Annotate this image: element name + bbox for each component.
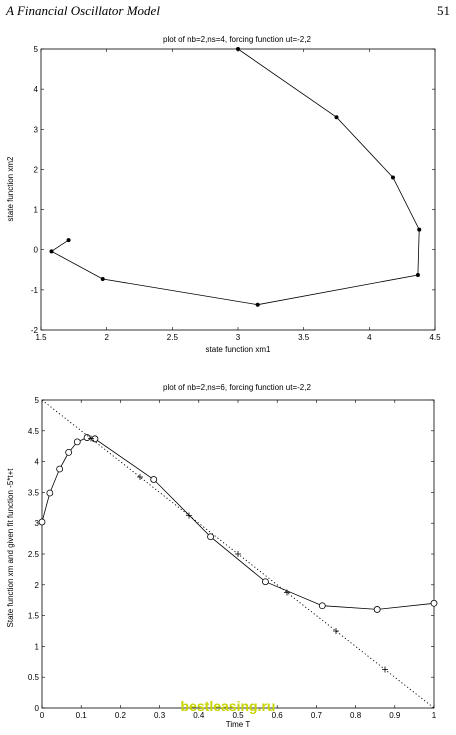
chart-1-x-ticks: 1.5 2 2.5 3 3.5 4 4.5: [35, 49, 441, 342]
chart-1-y-tick-label: 5: [34, 45, 39, 54]
chart-2-series: [38, 399, 438, 709]
chart-1-y-tick-label: 0: [34, 246, 39, 255]
chart-1-x-tick-label: 4.5: [429, 333, 441, 342]
chart-2-circle-marker: [83, 434, 91, 441]
running-title: A Financial Oscillator Model: [6, 3, 160, 18]
chart-1-plot-frame: [40, 48, 436, 331]
chart-1-y-tick-label: 4: [34, 85, 39, 94]
chart-2-circle-marker: [38, 518, 46, 526]
chart-1-y-ticks: -2 -1 0 1 2 3 4 5: [31, 45, 435, 335]
chart-1-star-marker: [66, 238, 71, 243]
chart-1-series: [49, 47, 422, 307]
chart-1-x-tick-label: 2: [104, 333, 109, 342]
chart-2-x-tick-label: 1: [432, 711, 437, 720]
page-header: A Financial Oscillator Model 51: [0, 0, 456, 22]
chart-2-x-tick-label: 0.6: [272, 711, 284, 720]
chart-2-x-ticks: 0 0.1 0.2 0.3 0.4 0.5 0.6 0.7 0.8 0.9 1: [40, 400, 437, 720]
chart-1-x-label: state function xm1: [206, 345, 271, 354]
chart-1-x-tick-label: 3.5: [298, 333, 310, 342]
page-number: 51: [437, 3, 450, 18]
chart-1-star-marker: [236, 47, 240, 51]
chart-2-plus-marker: [137, 474, 143, 480]
chart-2-plus-marker: [333, 628, 339, 634]
chart-2-circle-marker: [430, 599, 438, 607]
chart-1: plot of nb=2,ns=4, forcing function ut=-…: [6, 35, 441, 354]
chart-1-x-tick-label: 3: [236, 333, 241, 342]
chart-1-star-marker: [49, 249, 54, 254]
chart-2-circle-marker: [262, 578, 269, 586]
chart-2-y-tick-label: 0: [35, 704, 40, 713]
chart-1-star-marker: [100, 277, 105, 282]
chart-2-x-tick-label: 0.7: [311, 711, 323, 720]
chart-2-series-1-line: [41, 437, 435, 610]
chart-2-x-tick-label: 0.5: [232, 711, 244, 720]
chart-2-circle-marker: [46, 489, 54, 497]
chart-2-x-tick-label: 0.9: [389, 711, 401, 720]
chart-2-y-tick-label: 3: [35, 519, 40, 528]
watermark: bestleasing.ru: [181, 698, 276, 714]
chart-1-star-marker: [334, 115, 339, 120]
chart-2-y-tick-label: 4.5: [28, 427, 40, 436]
chart-2-y-tick-label: 5: [35, 396, 40, 405]
chart-1-y-tick-label: -2: [31, 326, 39, 335]
chart-2-y-label: State function xm and given fit function…: [6, 468, 15, 628]
chart-2-circle-marker: [373, 606, 381, 613]
chart-1-star-marker: [390, 175, 395, 180]
chart-1-series-1-line: [50, 48, 420, 306]
chart-2-x-tick-label: 0.3: [154, 711, 166, 720]
chart-2-x-tick-label: 0: [40, 711, 45, 720]
chart-2-plus-marker: [235, 551, 241, 557]
chart-2-y-ticks: 0 0.5 1 1.5 2 2.5 3 3.5 4 4.5 5: [28, 396, 434, 713]
chart-2-y-tick-label: 4: [35, 458, 40, 467]
chart-1-y-tick-label: 3: [34, 125, 39, 134]
chart-2-plus-marker: [186, 512, 192, 519]
chart-1-star-marker: [417, 227, 422, 232]
chart-1-y-tick-label: 2: [34, 165, 39, 174]
chart-2-y-tick-label: 3.5: [28, 488, 40, 497]
chart-1-title: plot of nb=2,ns=4, forcing function ut=-…: [163, 35, 311, 44]
chart-2-x-tick-label: 0.8: [350, 711, 362, 720]
chart-2-plus-marker: [382, 666, 388, 673]
chart-1-x-tick-label: 2.5: [167, 333, 179, 342]
chart-2-plus-marker: [88, 435, 94, 442]
chart-2-y-tick-label: 0.5: [28, 673, 40, 682]
chart-2-y-tick-label: 2.5: [28, 550, 40, 559]
chart-2-circle-marker: [207, 533, 214, 541]
chart-1-x-tick-label: 4: [367, 333, 372, 342]
chart-1-y-tick-label: -1: [31, 286, 39, 295]
chart-2-circle-marker: [65, 448, 73, 456]
chart-2-x-tick-label: 0.4: [193, 711, 205, 720]
chart-2-plus-marker: [284, 589, 290, 596]
chart-1-star-marker: [255, 302, 260, 307]
chart-2-y-tick-label: 1.5: [28, 612, 40, 621]
chart-2-title: plot of nb=2,ns=6, forcing function ut=-…: [163, 383, 311, 392]
chart-2-x-tick-label: 0.2: [115, 711, 127, 720]
chart-1-x-tick-label: 1.5: [35, 333, 47, 342]
chart-2-x-label: Time T: [226, 720, 251, 729]
chart-2: plot of nb=2,ns=6, forcing function ut=-…: [6, 383, 438, 729]
chart-2-circle-marker: [318, 602, 326, 610]
chart-2-x-tick-label: 0.1: [76, 711, 88, 720]
chart-2-y-tick-label: 2: [35, 581, 40, 590]
chart-1-y-label: state function xm2: [6, 156, 15, 221]
chart-1-y-tick-label: 1: [34, 206, 39, 215]
chart-1-star-marker: [415, 273, 420, 278]
chart-2-circle-marker: [56, 465, 64, 473]
chart-2-circle-marker: [73, 438, 81, 446]
chart-2-y-tick-label: 1: [35, 642, 40, 651]
chart-2-circle-marker: [150, 476, 158, 483]
